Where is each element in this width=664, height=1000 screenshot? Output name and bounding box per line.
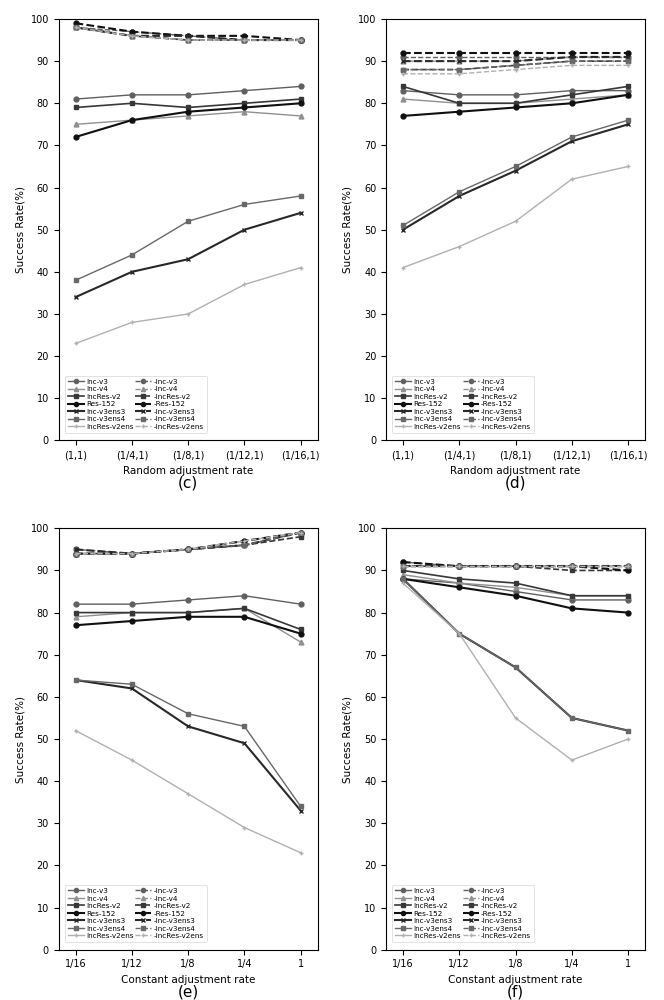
Y-axis label: Success Rate(%): Success Rate(%) xyxy=(343,696,353,783)
Legend: Inc-v3, Inc-v4, IncRes-v2, Res-152, Inc-v3ens3, Inc-v3ens4, IncRes-v2ens, -Inc-v: Inc-v3, Inc-v4, IncRes-v2, Res-152, Inc-… xyxy=(65,376,207,433)
Y-axis label: Success Rate(%): Success Rate(%) xyxy=(15,186,25,273)
Legend: Inc-v3, Inc-v4, IncRes-v2, Res-152, Inc-v3ens3, Inc-v3ens4, IncRes-v2ens, -Inc-v: Inc-v3, Inc-v4, IncRes-v2, Res-152, Inc-… xyxy=(65,885,207,942)
Legend: Inc-v3, Inc-v4, IncRes-v2, Res-152, Inc-v3ens3, Inc-v3ens4, IncRes-v2ens, -Inc-v: Inc-v3, Inc-v4, IncRes-v2, Res-152, Inc-… xyxy=(392,885,534,942)
Text: (f): (f) xyxy=(507,985,524,1000)
Y-axis label: Success Rate(%): Success Rate(%) xyxy=(343,186,353,273)
X-axis label: Constant adjustment rate: Constant adjustment rate xyxy=(448,975,583,985)
X-axis label: Random adjustment rate: Random adjustment rate xyxy=(450,466,580,476)
Text: (d): (d) xyxy=(505,475,527,490)
Y-axis label: Success Rate(%): Success Rate(%) xyxy=(15,696,25,783)
Legend: Inc-v3, Inc-v4, IncRes-v2, Res-152, Inc-v3ens3, Inc-v3ens4, IncRes-v2ens, -Inc-v: Inc-v3, Inc-v4, IncRes-v2, Res-152, Inc-… xyxy=(392,376,534,433)
Text: (e): (e) xyxy=(177,985,199,1000)
X-axis label: Random adjustment rate: Random adjustment rate xyxy=(123,466,253,476)
Text: (c): (c) xyxy=(178,475,199,490)
X-axis label: Constant adjustment rate: Constant adjustment rate xyxy=(121,975,256,985)
